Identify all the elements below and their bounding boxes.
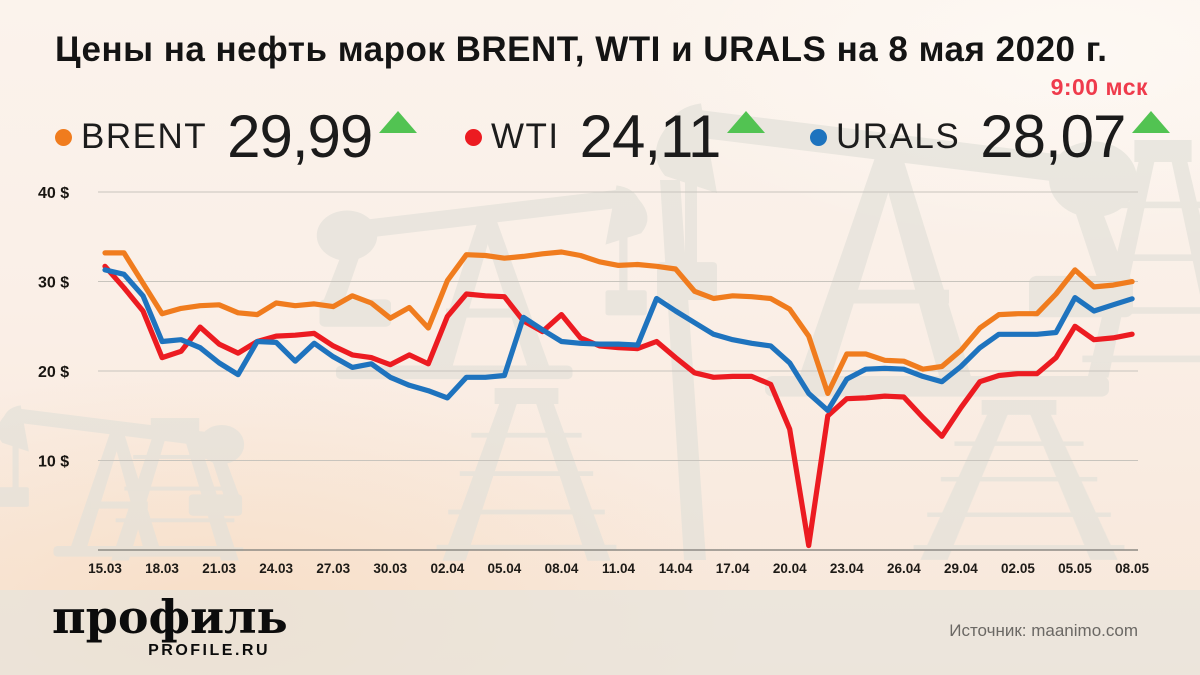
legend-item-brent: BRENT 29,99 [55,103,418,170]
x-axis-label: 29.04 [944,561,978,576]
up-arrow-icon [1132,111,1171,133]
legend-item-urals: URALS 28,07 [810,103,1171,170]
x-axis-label: 05.04 [488,561,522,576]
y-axis-label: 40 $ [38,185,69,202]
y-axis-label: 10 $ [38,454,69,471]
up-arrow-icon [727,111,766,133]
x-axis-label: 17.04 [716,561,750,576]
x-axis-label: 11.04 [602,561,636,576]
x-axis-label: 30.03 [373,561,407,576]
x-axis-label: 05.05 [1058,561,1092,576]
brent-value: 29,99 [227,103,373,170]
x-axis-label: 26.04 [887,561,921,576]
x-axis-label: 24.03 [259,561,293,576]
legend-item-wti: WTI 24,11 [465,103,766,170]
source-credit: Источник: maanimo.com [949,621,1138,640]
up-arrow-icon [379,111,418,133]
logo-subtext: PROFILE.RU [148,642,270,659]
series-line-urals [102,267,1135,413]
series-line-wti [102,263,1135,549]
wti-value: 24,11 [579,103,722,170]
x-axis-label: 02.05 [1001,561,1035,576]
timestamp: 9:00 мск [1050,74,1148,100]
y-axis-label: 20 $ [38,364,69,381]
x-axis-label: 08.04 [545,561,579,576]
logo-text: профиль [52,590,288,644]
x-axis-label: 18.03 [145,561,179,576]
x-axis-label: 27.03 [316,561,350,576]
wti-label: WTI [491,117,560,156]
x-axis-label: 14.04 [659,561,693,576]
urals-dot-icon [810,128,827,146]
x-axis-label: 20.04 [773,561,807,576]
urals-label: URALS [836,117,961,156]
series-line-brent [102,249,1135,396]
x-axis-label: 08.05 [1115,561,1149,576]
x-axis-label: 21.03 [202,561,236,576]
brent-label: BRENT [81,117,208,156]
x-axis-label: 15.03 [88,561,122,576]
publisher-logo: профиль PROFILE.RU [52,590,288,660]
x-axis-label: 02.04 [430,561,464,576]
y-axis-label: 30 $ [38,275,69,292]
page-title: Цены на нефть марок BRENT, WTI и URALS н… [55,30,1108,69]
brent-dot-icon [55,128,72,146]
pump-leg-silhouette [660,180,706,560]
urals-value: 28,07 [980,103,1126,170]
ground-band [0,590,1200,675]
x-axis-label: 23.04 [830,561,864,576]
wti-dot-icon [465,128,482,146]
